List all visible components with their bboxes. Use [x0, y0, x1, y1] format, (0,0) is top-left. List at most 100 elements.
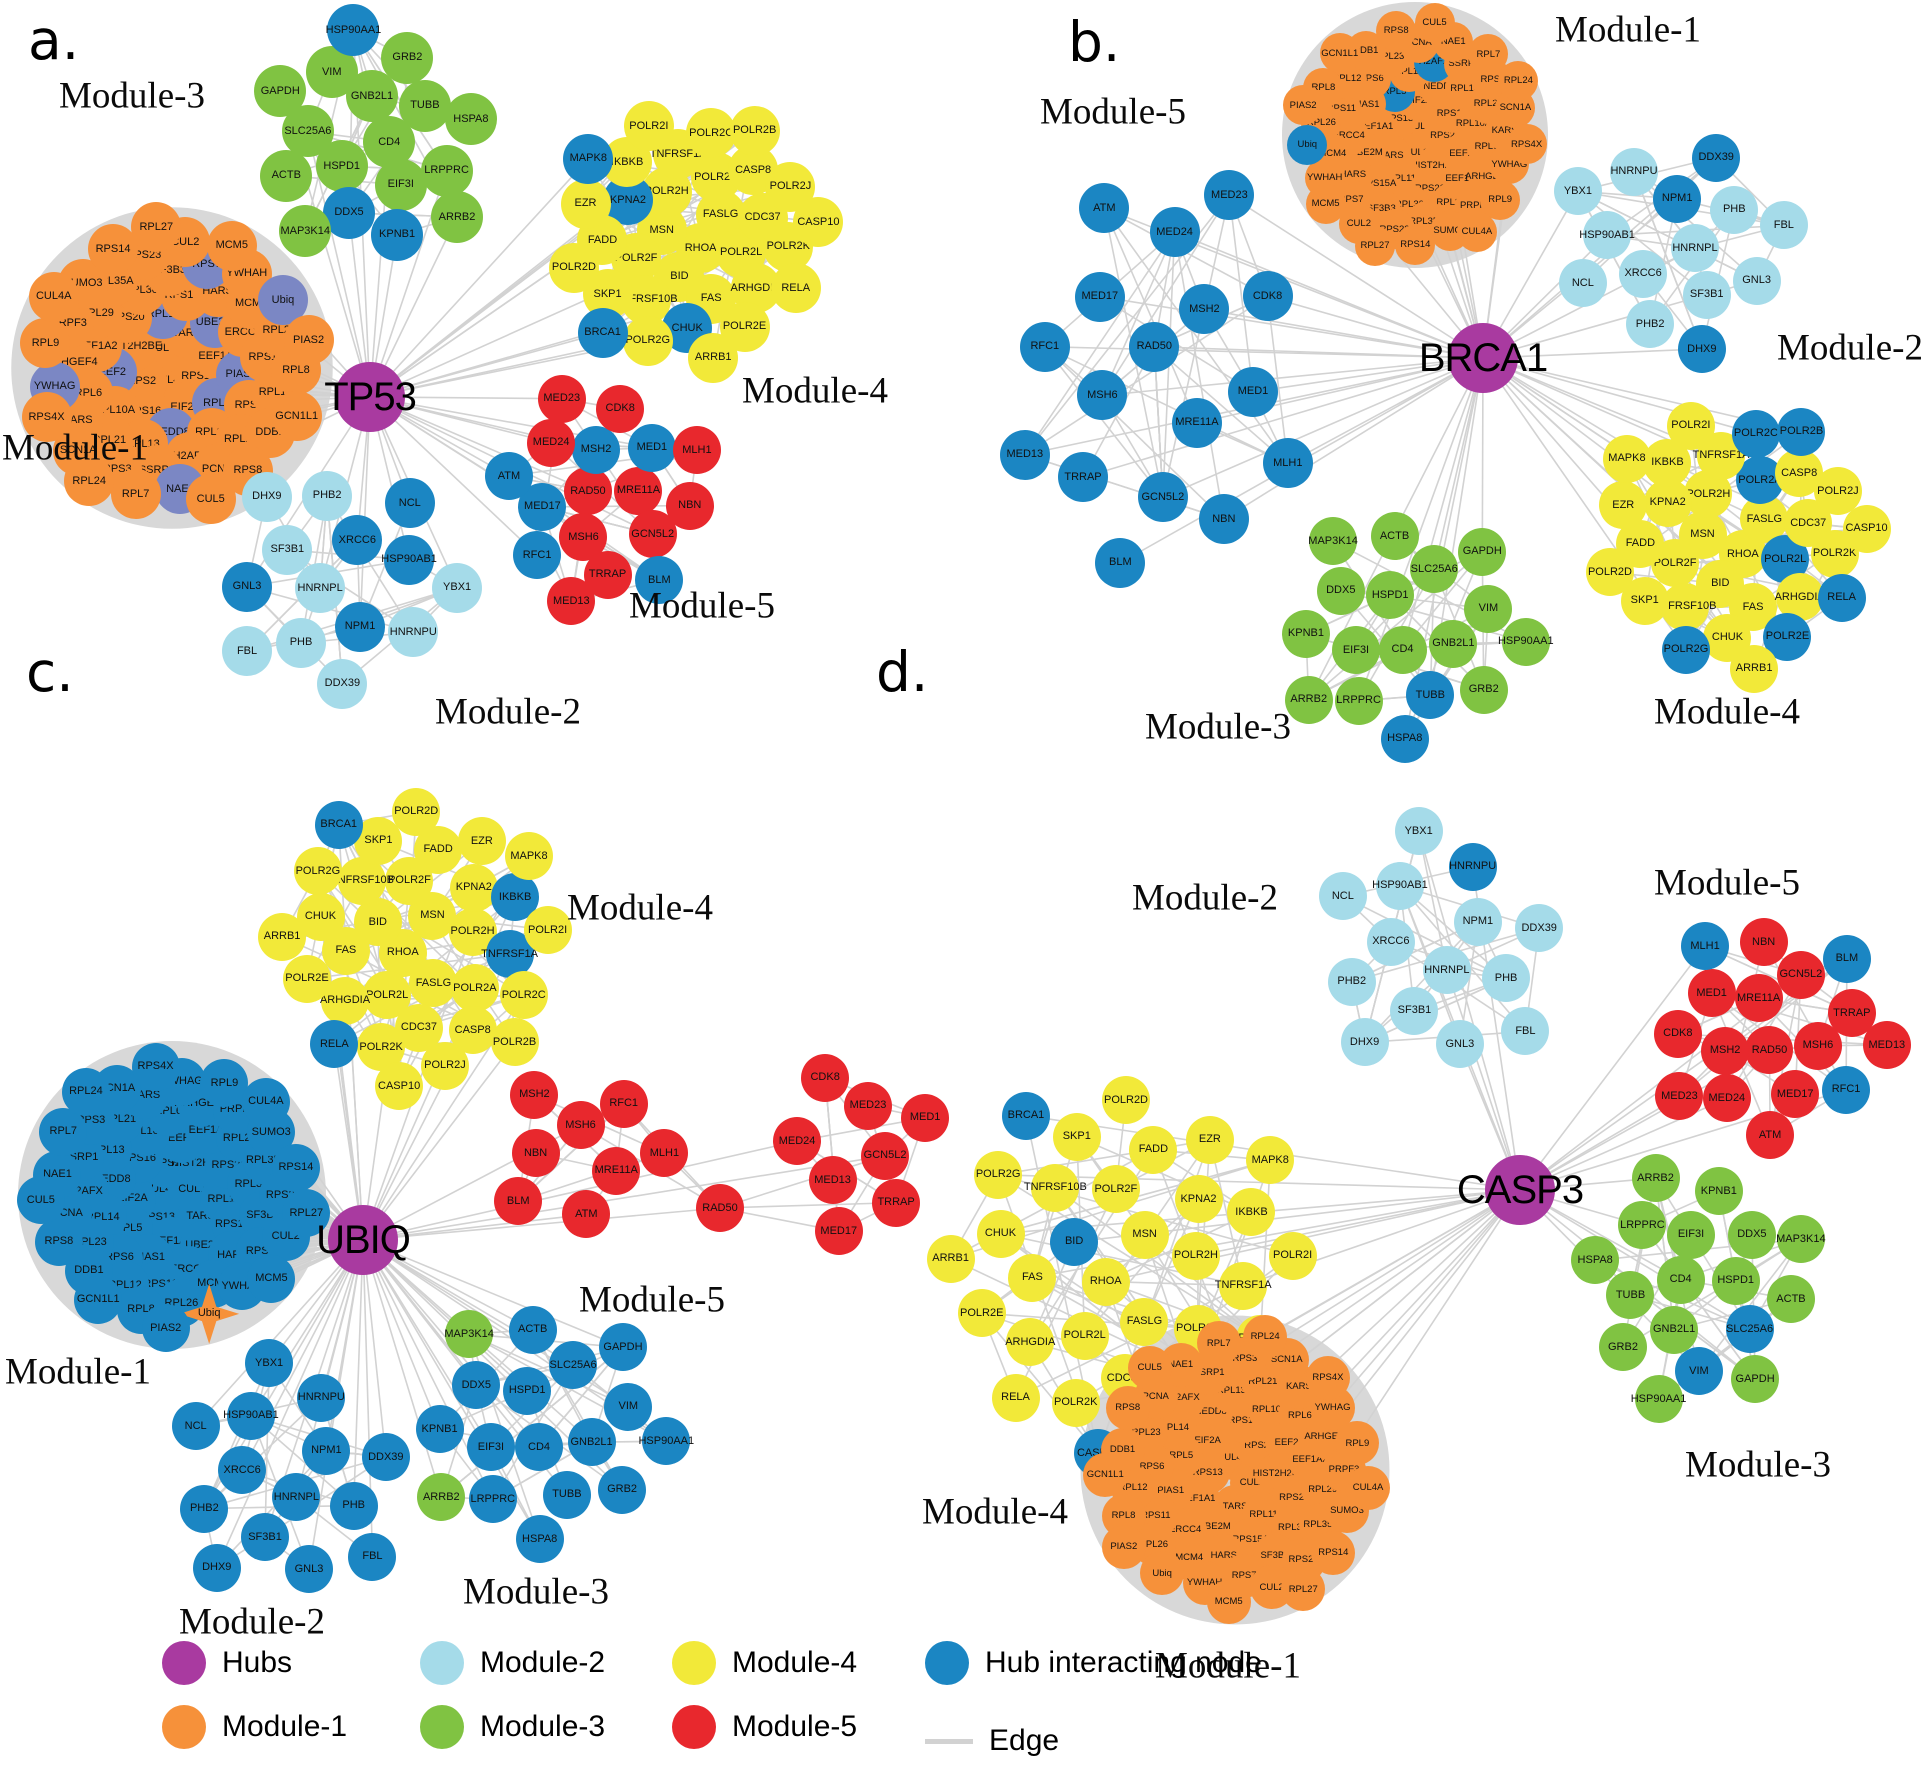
network-node: POLR2D: [548, 242, 599, 293]
gene-label: GNL3: [294, 1562, 324, 1575]
network-node: EZR: [457, 817, 506, 866]
network-node: POLR2H: [1171, 1231, 1220, 1280]
network-node: ARRB1: [688, 332, 739, 383]
gene-label: MED1: [1696, 986, 1727, 999]
gene-label: CASP8: [735, 163, 772, 176]
network-node: XRCC6: [1366, 917, 1415, 966]
gene-label: BID: [1064, 1235, 1084, 1248]
network-node: RPS8: [1376, 10, 1417, 51]
network-node: LRPPRC: [420, 144, 473, 197]
network-node: SF3B1: [1390, 986, 1439, 1035]
network-node: HSP90AA1: [638, 1417, 694, 1466]
edge: [1364, 921, 1479, 1044]
network-node: EIF3I: [466, 1423, 515, 1472]
edge: [1582, 156, 1717, 284]
gene-label: DDX5: [1326, 584, 1356, 597]
hub-label: TP53: [324, 374, 417, 419]
network-node: PHB2: [1626, 300, 1675, 349]
network-node: RPS8: [34, 1217, 83, 1266]
module-label-b-m3: Module-3: [1145, 706, 1291, 748]
network-node: TUBB: [398, 79, 451, 132]
gene-label: EIF3I: [477, 1440, 505, 1453]
gene-label: UBE2M: [1198, 1521, 1231, 1533]
legend-swatch: [162, 1641, 206, 1685]
network-node: GNB2L1: [567, 1418, 616, 1467]
gene-label: PHB: [342, 1499, 365, 1512]
network-node: MED1: [1227, 366, 1278, 417]
gene-label: CUL4B: [1406, 120, 1438, 132]
gene-label: RPL26: [262, 324, 297, 337]
network-node: HSPA8: [515, 1515, 564, 1564]
gene-label: TNFRSF1A: [481, 947, 538, 960]
network-node: ACTB: [260, 149, 313, 202]
gene-label: GNL3: [1445, 1037, 1475, 1050]
legend-label: Hub interacting node: [985, 1646, 1262, 1679]
edge: [1044, 345, 1289, 465]
gene-label: NAE1: [166, 482, 195, 495]
edge: [1482, 348, 1702, 359]
gene-label: EZR: [1198, 1133, 1221, 1146]
network-node: MSN: [1120, 1210, 1169, 1259]
gene-label: HSP90AA1: [1497, 635, 1554, 648]
gene-label: FASLG: [1746, 512, 1783, 525]
gene-label: DDX5: [1737, 1228, 1767, 1241]
gene-label: POLR2H: [644, 185, 689, 198]
gene-label: GAPDH: [1735, 1372, 1775, 1385]
gene-label: BID: [1711, 577, 1730, 590]
gene-label: RPS14: [1400, 239, 1431, 251]
gene-label: POLR2A: [694, 170, 738, 183]
edge: [352, 1239, 364, 1506]
network-node: FBL: [222, 626, 273, 677]
gene-label: MED13: [1868, 1038, 1906, 1051]
edge: [1054, 1187, 1261, 1340]
network-node: SLC25A6: [1410, 545, 1459, 594]
gene-label: MAP3K14: [444, 1327, 494, 1340]
network-node: MED1: [901, 1093, 950, 1142]
gene-label: ARRB2: [1637, 1171, 1674, 1184]
network-node: NCL: [1318, 872, 1367, 921]
network-node: BRCA1: [314, 800, 363, 849]
gene-label: RHOA: [684, 241, 717, 254]
gene-label: RPS13: [140, 1211, 176, 1224]
gene-label: POLR2E: [960, 1306, 1004, 1319]
gene-label: NEDD8: [1423, 81, 1456, 93]
gene-label: RPS3: [1232, 1353, 1258, 1365]
gene-label: YWHAH: [226, 267, 268, 280]
legend-swatch: [420, 1641, 464, 1685]
gene-label: EZR: [1612, 498, 1635, 511]
gene-label: ATM: [1093, 201, 1116, 214]
edge: [1342, 895, 1507, 980]
gene-label: GNB2L1: [1432, 637, 1475, 650]
gene-label: ERCC4: [170, 1263, 208, 1276]
gene-label: POLR2K: [1812, 547, 1857, 560]
gene-label: CUL4B: [143, 1182, 179, 1195]
gene-label: HNRNPL: [297, 581, 343, 594]
network-node: Ubiq: [1140, 1551, 1185, 1596]
module-label-b-m1: Module-1: [1555, 9, 1701, 51]
panel-letter-c: c.: [26, 640, 74, 704]
network-node: RPS4X: [21, 392, 72, 443]
network-node: MRE11A: [592, 1146, 641, 1195]
network-node: HSP90AA1: [1631, 1375, 1686, 1424]
gene-label: ARRB1: [263, 930, 301, 943]
gene-label: POLR2D: [1103, 1093, 1149, 1106]
gene-label: BRCA1: [584, 326, 621, 339]
gene-label: CDK8: [810, 1071, 840, 1084]
gene-label: HARS: [1210, 1550, 1237, 1562]
network-node: CDK8: [596, 384, 645, 433]
gene-label: YWHAG: [1314, 1402, 1351, 1414]
gene-label: YWHAG: [1491, 158, 1528, 170]
gene-label: PCNA: [52, 1206, 83, 1219]
legend-item-module-4: Module-4: [672, 1641, 857, 1685]
gene-label: RPL27: [1360, 239, 1390, 251]
gene-label: RPL11: [1249, 1508, 1278, 1520]
network-node: LRPPRC: [1618, 1201, 1667, 1250]
gene-label: HIST2H2BE: [1252, 1467, 1305, 1479]
edge: [1577, 190, 1757, 282]
network-node: RFC1: [599, 1079, 648, 1128]
gene-label: UBE2M: [1350, 147, 1383, 159]
legend-swatch: [672, 1705, 716, 1749]
network-node: CD4: [515, 1423, 564, 1472]
network-node: RPL24: [64, 456, 115, 507]
gene-label: EEF1A2: [76, 340, 118, 353]
